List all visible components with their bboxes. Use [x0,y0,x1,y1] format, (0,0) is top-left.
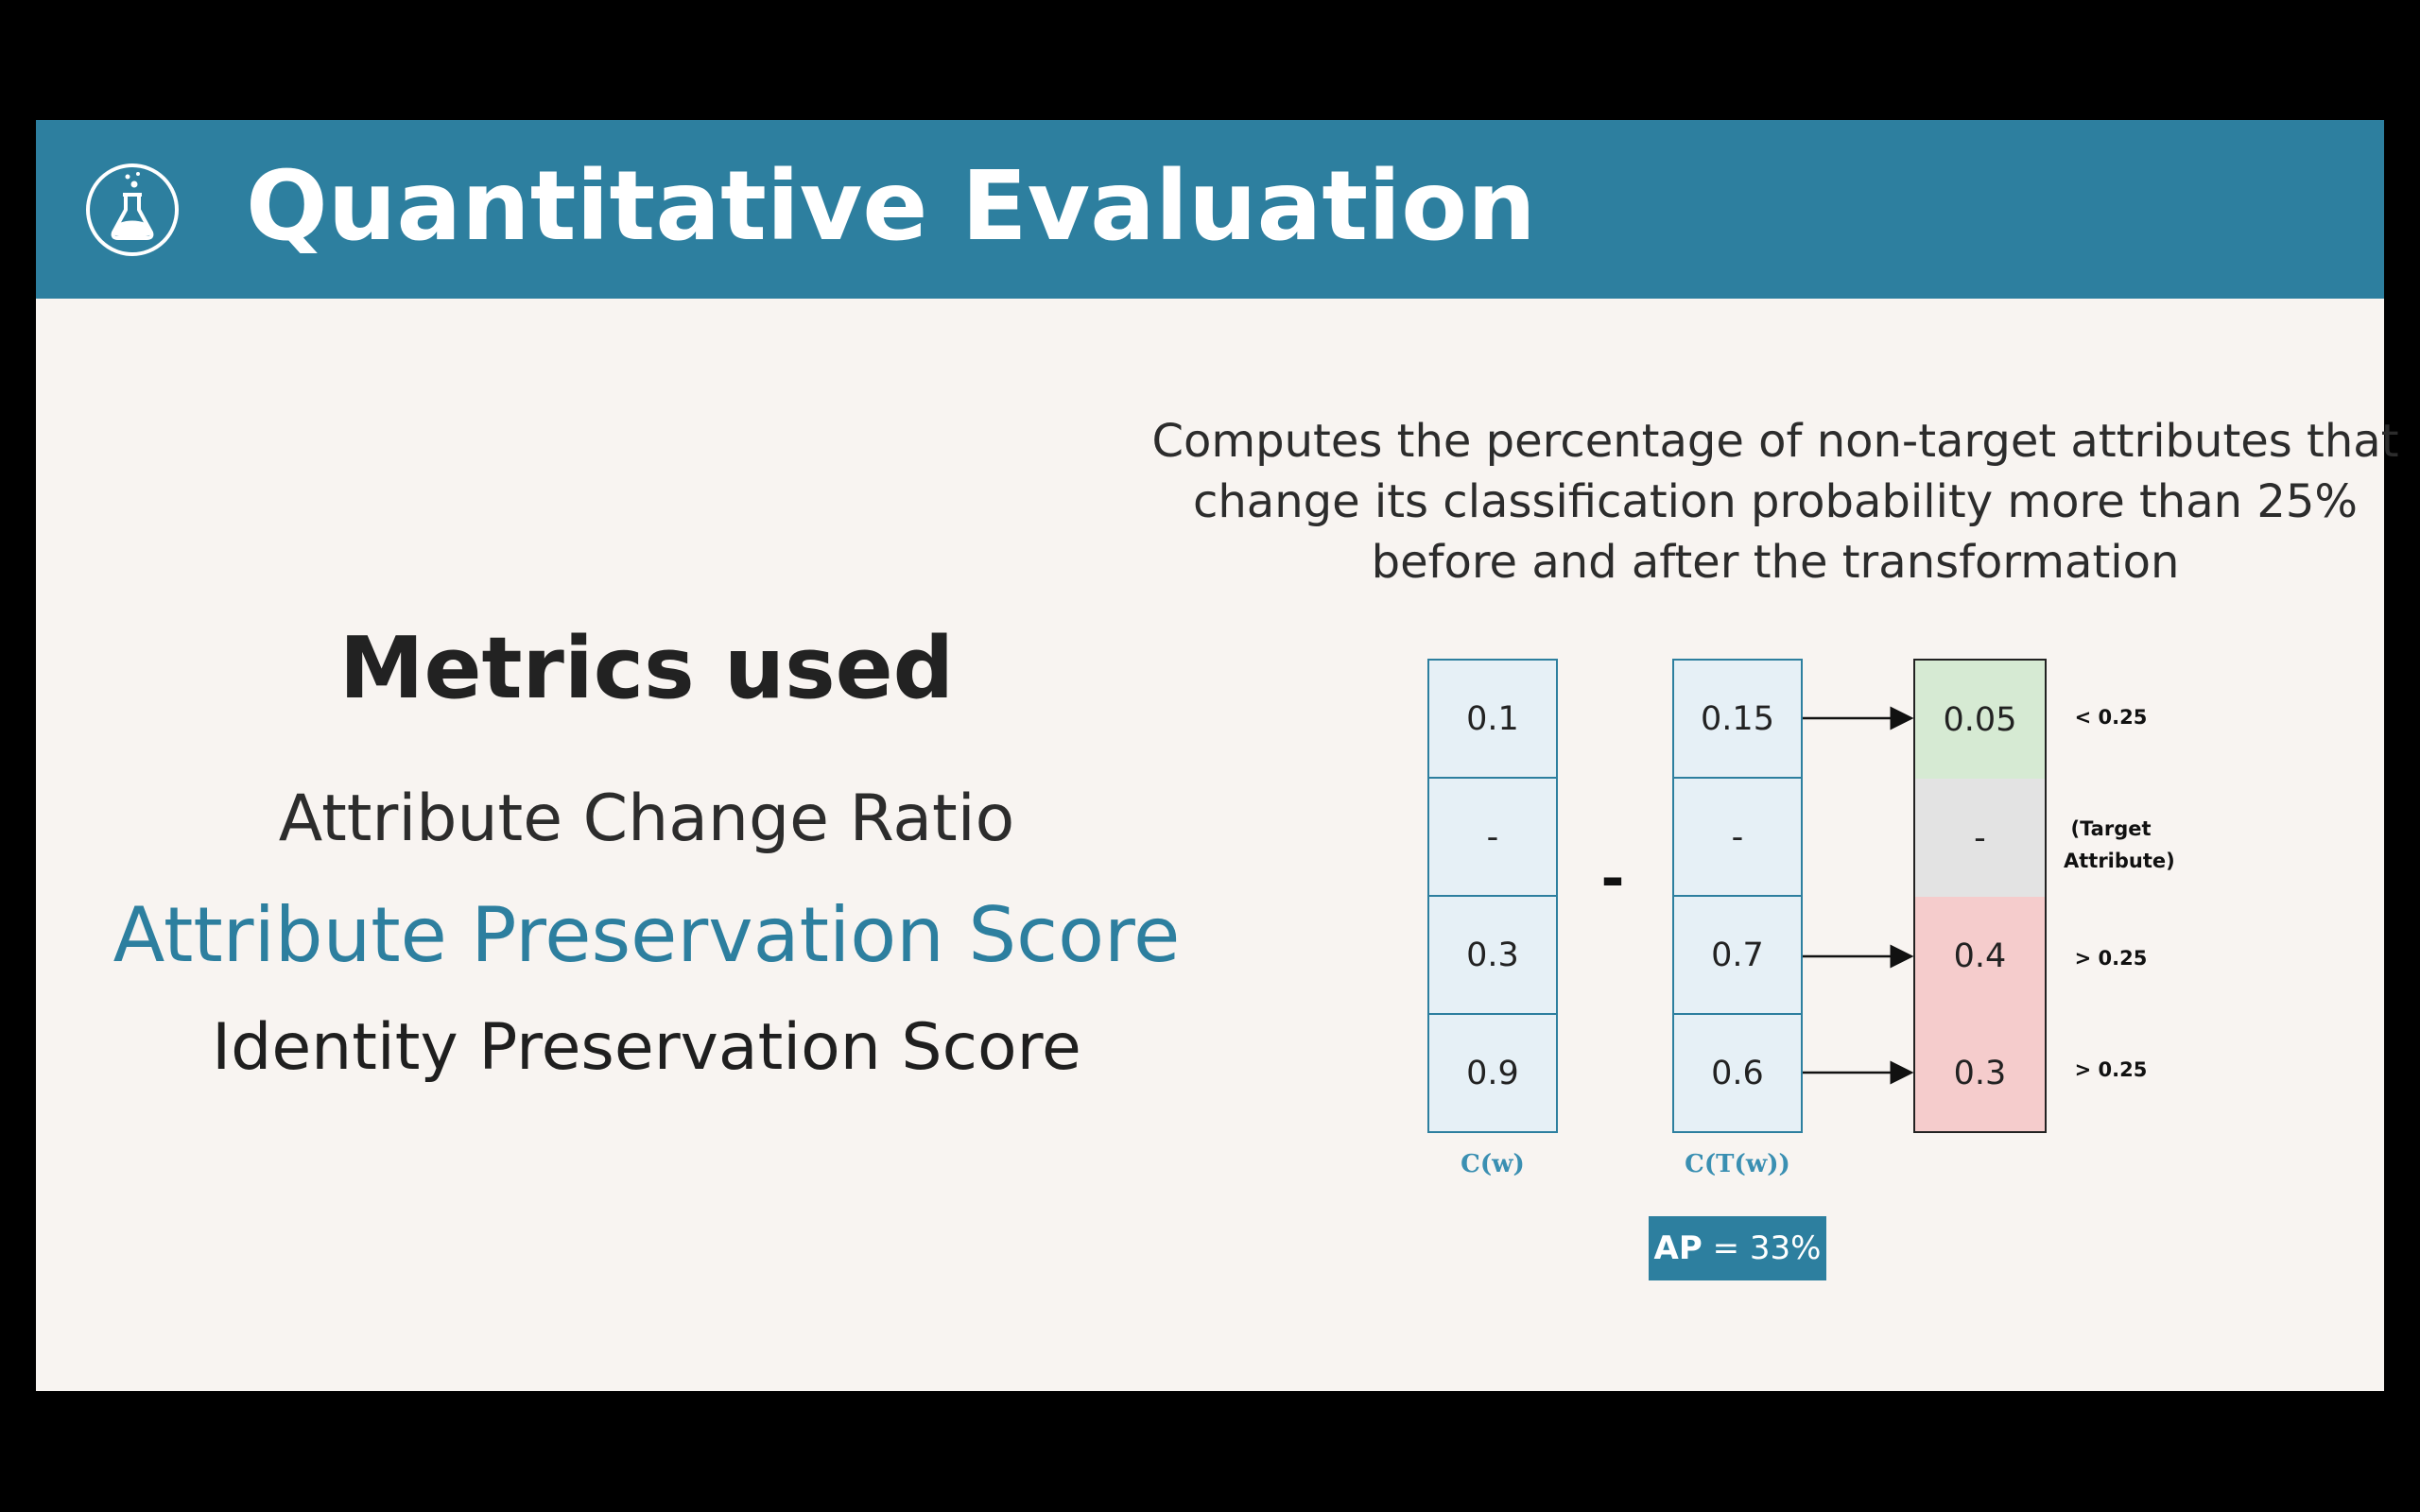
column-ctw: 0.15 - 0.7 0.6 [1672,659,1803,1133]
ctw-cell: 0.15 [1674,661,1801,779]
metrics-heading: Metrics used [338,619,955,718]
ctw-cell: 0.7 [1674,897,1801,1015]
cw-cell: 0.1 [1429,661,1556,779]
column-cw-label: C(w) [1461,1150,1525,1178]
metric-identity-preservation-score: Identity Preservation Score [212,1010,1081,1085]
metric-description: Computes the percentage of non-target at… [1151,415,2399,589]
target-attribute-note: (Target Attribute) [2064,817,2175,872]
slide: Quantitative Evaluation Metrics used Att… [36,120,2399,1391]
metric-attribute-change-ratio: Attribute Change Ratio [278,782,1015,856]
ap-badge: AP = 33% [1649,1216,1826,1280]
threshold-note: < 0.25 [2074,706,2148,729]
diff-cell: - [1915,779,2045,897]
header-bar: Quantitative Evaluation [36,120,2384,299]
ap-label: AP [1653,1229,1703,1267]
arrow-layer [1803,706,1914,1085]
diff-cell: 0.3 [1915,1015,2045,1131]
cw-cell: 0.9 [1429,1015,1556,1131]
metric-attribute-preservation-score: Attribute Preservation Score [112,891,1181,979]
threshold-note: > 0.25 [2074,947,2148,970]
cw-cell: 0.3 [1429,897,1556,1015]
ap-value: = 33% [1712,1229,1822,1267]
threshold-note: > 0.25 [2074,1058,2148,1081]
ctw-cell: 0.6 [1674,1015,1801,1131]
minus-operator: - [1600,846,1625,912]
ctw-cell: - [1674,779,1801,897]
column-ctw-label: C(T(w)) [1685,1150,1790,1178]
diff-cell: 0.05 [1915,661,2045,779]
diff-cell: 0.4 [1915,897,2045,1015]
column-difference: 0.05 - 0.4 0.3 [1913,659,2047,1133]
flask-icon [86,163,179,256]
cw-cell: - [1429,779,1556,897]
slide-title: Quantitative Evaluation [246,150,1536,263]
column-cw: 0.1 - 0.3 0.9 [1427,659,1558,1133]
